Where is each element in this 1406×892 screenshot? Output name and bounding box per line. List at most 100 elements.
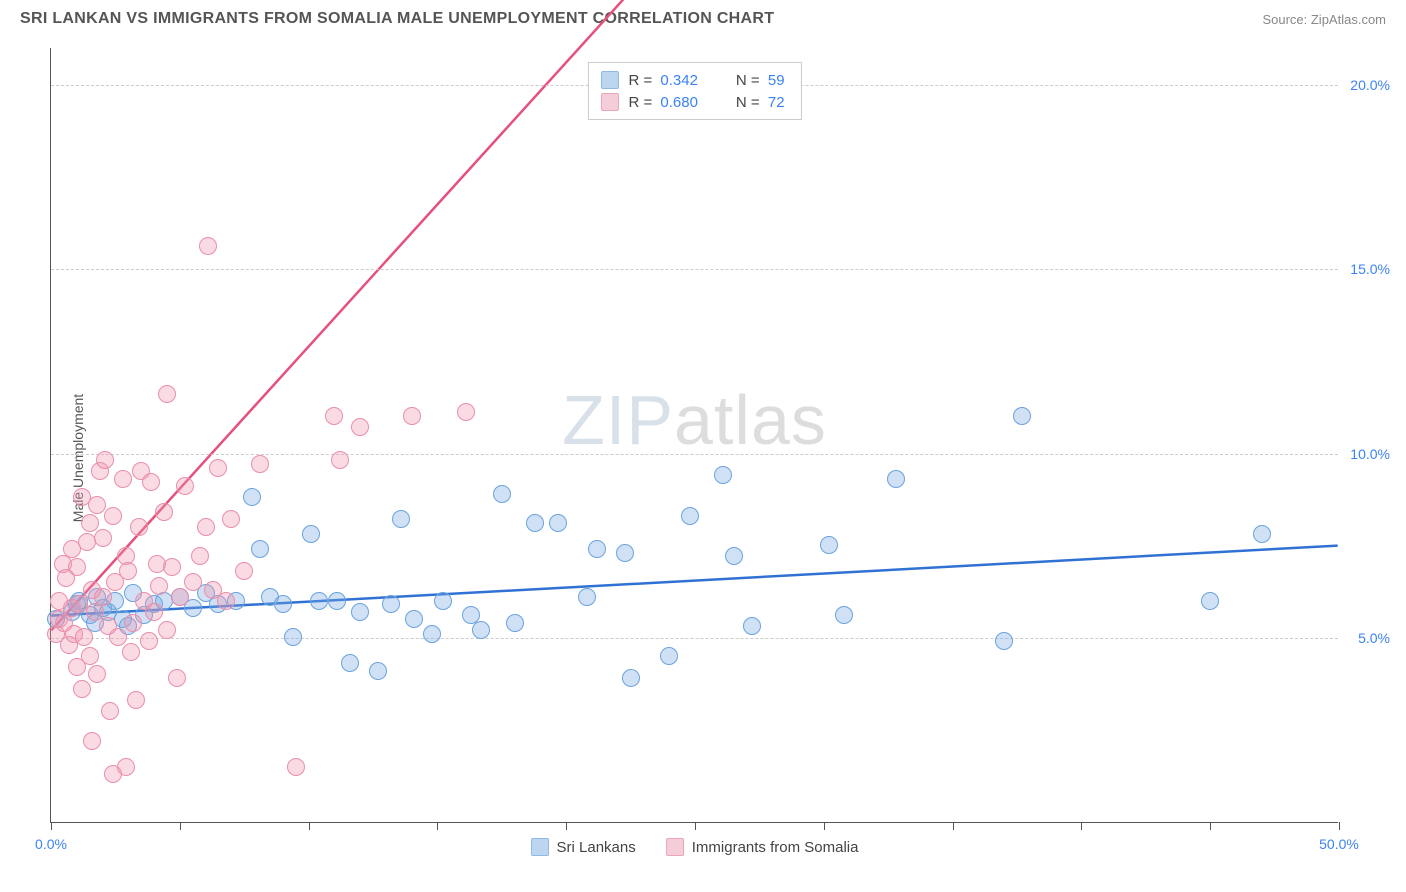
x-tick [566, 822, 567, 830]
scatter-point [351, 603, 369, 621]
scatter-plot-area: ZIPatlas R = 0.342N = 59R = 0.680N = 72 … [50, 48, 1338, 823]
page-title: SRI LANKAN VS IMMIGRANTS FROM SOMALIA MA… [20, 10, 774, 28]
color-swatch [600, 93, 618, 111]
r-label: R = 0.342 [628, 72, 701, 89]
scatter-point [94, 588, 112, 606]
scatter-point [995, 632, 1013, 650]
x-tick [1081, 822, 1082, 830]
scatter-point [382, 595, 400, 613]
legend-item: Immigrants from Somalia [666, 838, 859, 856]
scatter-point [302, 525, 320, 543]
x-tick [1210, 822, 1211, 830]
scatter-point [578, 588, 596, 606]
scatter-point [83, 732, 101, 750]
r-label: R = 0.680 [628, 94, 701, 111]
x-tick [695, 822, 696, 830]
y-tick-label: 15.0% [1350, 261, 1390, 277]
scatter-point [199, 237, 217, 255]
scatter-point [457, 403, 475, 421]
scatter-point [140, 632, 158, 650]
watermark-part1: ZIP [562, 381, 674, 459]
scatter-point [1253, 525, 1271, 543]
scatter-point [73, 680, 91, 698]
y-tick-label: 5.0% [1358, 630, 1390, 646]
scatter-point [472, 621, 490, 639]
x-tick [824, 822, 825, 830]
scatter-point [660, 647, 678, 665]
trendlines-svg [51, 48, 1338, 822]
scatter-point [217, 592, 235, 610]
chart-container: Male Unemployment ZIPatlas R = 0.342N = … [50, 48, 1380, 868]
gridline [51, 454, 1338, 455]
scatter-point [163, 558, 181, 576]
color-swatch [531, 838, 549, 856]
scatter-point [588, 540, 606, 558]
scatter-point [549, 514, 567, 532]
scatter-point [114, 470, 132, 488]
scatter-point [122, 643, 140, 661]
gridline [51, 638, 1338, 639]
source-label: Source: ZipAtlas.com [1262, 12, 1386, 27]
scatter-point [725, 547, 743, 565]
scatter-point [274, 595, 292, 613]
x-tick [309, 822, 310, 830]
scatter-point [117, 758, 135, 776]
color-swatch [666, 838, 684, 856]
scatter-point [743, 617, 761, 635]
scatter-point [94, 529, 112, 547]
scatter-point [526, 514, 544, 532]
scatter-point [191, 547, 209, 565]
scatter-point [209, 459, 227, 477]
n-label: N = 59 [736, 72, 789, 89]
scatter-point [96, 451, 114, 469]
scatter-point [835, 606, 853, 624]
scatter-point [235, 562, 253, 580]
color-swatch [600, 71, 618, 89]
scatter-point [622, 669, 640, 687]
x-tick-label: 0.0% [35, 836, 67, 852]
scatter-point [714, 466, 732, 484]
scatter-point [341, 654, 359, 672]
scatter-point [616, 544, 634, 562]
scatter-point [434, 592, 452, 610]
scatter-point [328, 592, 346, 610]
scatter-point [243, 488, 261, 506]
scatter-point [168, 669, 186, 687]
scatter-point [887, 470, 905, 488]
scatter-point [392, 510, 410, 528]
scatter-point [251, 455, 269, 473]
scatter-point [155, 503, 173, 521]
scatter-point [1201, 592, 1219, 610]
scatter-point [127, 691, 145, 709]
correlation-stats-box: R = 0.342 N = 59 R = 0.680 N = 72 [587, 62, 801, 120]
scatter-point [403, 407, 421, 425]
scatter-point [75, 628, 93, 646]
gridline [51, 269, 1338, 270]
scatter-point [1013, 407, 1031, 425]
scatter-point [88, 665, 106, 683]
scatter-point [171, 588, 189, 606]
scatter-point [81, 647, 99, 665]
scatter-point [158, 621, 176, 639]
scatter-point [158, 385, 176, 403]
scatter-point [145, 603, 163, 621]
legend-bottom: Sri LankansImmigrants from Somalia [531, 838, 859, 856]
scatter-point [820, 536, 838, 554]
scatter-point [184, 573, 202, 591]
x-tick [180, 822, 181, 830]
scatter-point [101, 702, 119, 720]
scatter-point [124, 614, 142, 632]
scatter-point [681, 507, 699, 525]
scatter-point [287, 758, 305, 776]
x-tick [51, 822, 52, 830]
scatter-point [197, 518, 215, 536]
legend-label: Immigrants from Somalia [692, 839, 859, 856]
scatter-point [405, 610, 423, 628]
scatter-point [222, 510, 240, 528]
scatter-point [251, 540, 269, 558]
scatter-point [493, 485, 511, 503]
watermark-part2: atlas [674, 381, 827, 459]
n-label: N = 72 [736, 94, 789, 111]
stats-row: R = 0.680 N = 72 [600, 91, 788, 113]
scatter-point [325, 407, 343, 425]
